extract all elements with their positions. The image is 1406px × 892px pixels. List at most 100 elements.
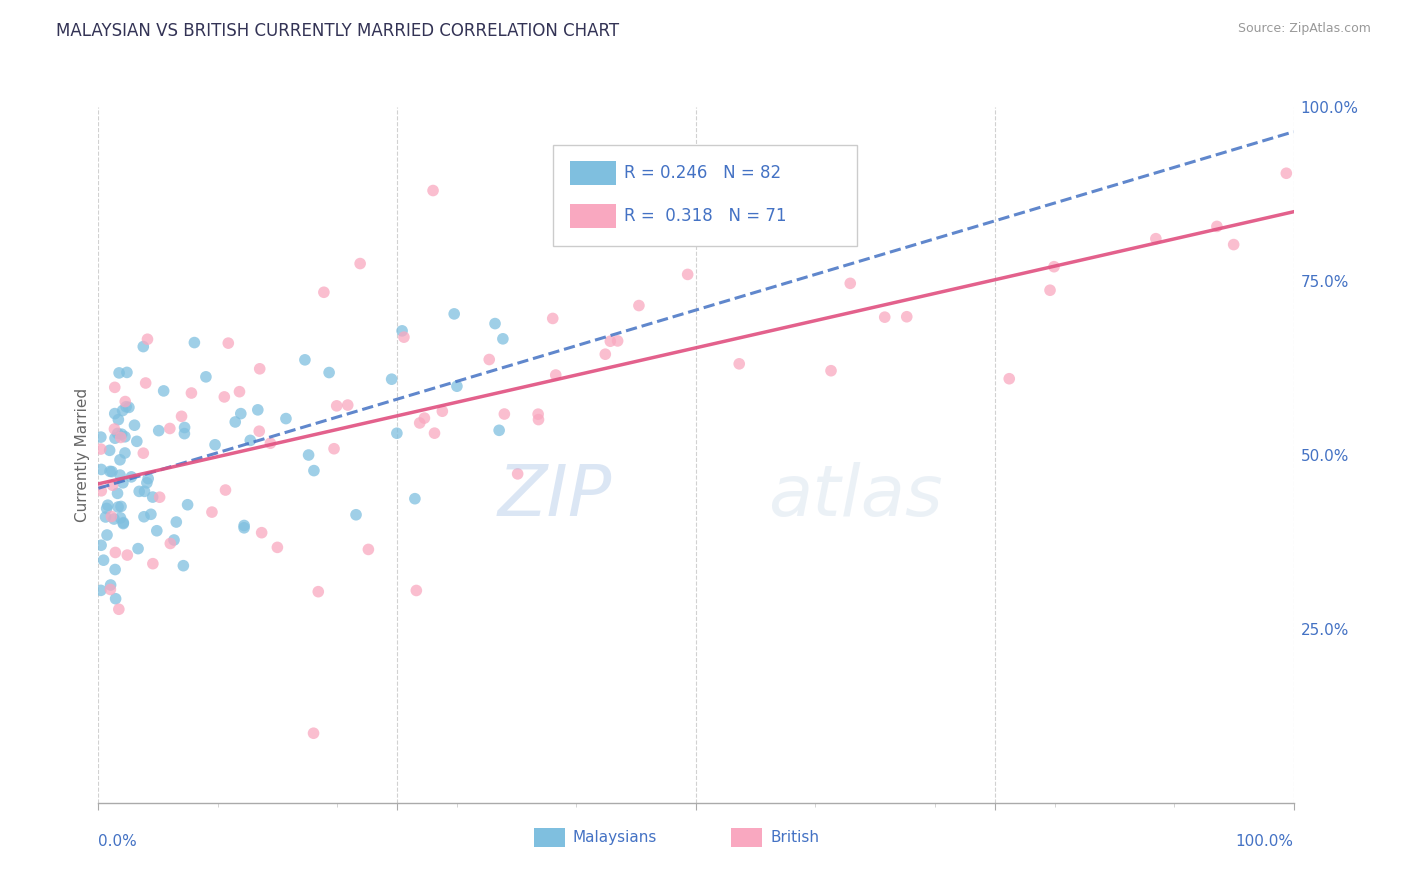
Point [544,368,567,382]
Point [259,436,281,450]
Point [127,541,149,556]
Point [93,553,115,567]
Point [228,384,250,399]
Point [101,465,124,479]
Point [488,423,510,437]
Point [541,311,564,326]
Point [110,430,132,444]
Point [108,452,131,467]
Point [104,380,127,394]
Point [128,484,150,499]
Point [134,484,156,499]
Point [247,424,270,438]
Point [627,299,650,313]
Point [391,324,413,338]
Point [111,475,134,490]
Point [176,498,198,512]
Point [1144,232,1167,246]
Point [302,726,325,740]
Point [107,486,129,500]
Point [159,536,181,550]
Point [96,501,118,516]
Point [873,310,896,325]
Point [104,407,127,421]
Point [94,510,117,524]
Point [217,336,239,351]
Point [148,424,170,438]
Point [204,438,226,452]
Point [409,416,432,430]
Point [344,508,367,522]
Point [135,376,157,390]
Point [896,310,918,324]
Point [107,412,129,426]
Point [998,372,1021,386]
Point [492,332,515,346]
Text: 100.0%: 100.0% [1236,834,1294,849]
Point [325,399,347,413]
Point [173,420,195,434]
Point [149,490,172,504]
Point [527,412,550,426]
Point [274,411,297,425]
Point [114,430,136,444]
Point [1206,219,1229,234]
Point [104,562,127,576]
Point [250,525,273,540]
Point [297,448,319,462]
Point [152,384,174,398]
Point [194,369,217,384]
Point [676,268,699,282]
Point [136,472,159,486]
Point [136,332,159,346]
Point [117,548,139,562]
Text: British: British [770,830,820,845]
Point [111,403,134,417]
Point [132,509,155,524]
Point [101,478,124,492]
Point [405,583,427,598]
Point [142,557,165,571]
Point [163,533,186,547]
Point [108,366,131,380]
Text: 0.0%: 0.0% [98,834,138,849]
Point [201,505,224,519]
Point [100,509,122,524]
Point [124,418,146,433]
Point [381,372,404,386]
Y-axis label: Currently Married: Currently Married [75,388,90,522]
Point [323,442,346,456]
Point [104,545,127,559]
Point [423,426,446,441]
Point [336,398,359,412]
Point [214,390,236,404]
Point [294,352,316,367]
Point [233,518,256,533]
Point [135,475,157,490]
Point [142,490,165,504]
Point [673,207,696,221]
Point [478,352,501,367]
Point [385,426,408,441]
Point [114,394,136,409]
Point [104,591,127,606]
Point [349,256,371,270]
Point [422,184,444,198]
Point [413,411,436,425]
Point [484,317,506,331]
Text: MALAYSIAN VS BRITISH CURRENTLY MARRIED CORRELATION CHART: MALAYSIAN VS BRITISH CURRENTLY MARRIED C… [56,22,620,40]
Text: Source: ZipAtlas.com: Source: ZipAtlas.com [1237,22,1371,36]
Point [90,538,112,552]
Point [266,541,288,555]
Point [104,431,127,445]
Point [159,421,181,435]
Point [100,578,122,592]
Text: atlas: atlas [768,462,942,531]
Point [1222,237,1244,252]
Point [170,409,193,424]
Point [146,524,169,538]
Point [108,468,131,483]
Point [90,442,112,456]
Point [229,407,252,421]
Point [173,426,195,441]
